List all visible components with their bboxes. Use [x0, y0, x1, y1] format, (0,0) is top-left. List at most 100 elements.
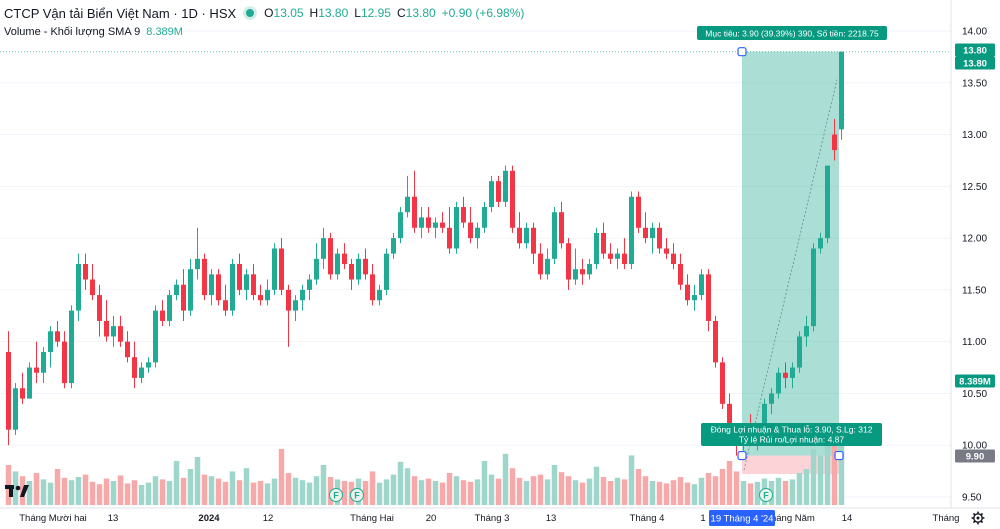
volume-badge-bg	[955, 374, 995, 388]
price-axis[interactable]: 14.00 13.50 13.00 12.50 12.00 11.50 11.00 10.50…	[950, 0, 1000, 510]
time-tick-label: 2024	[198, 513, 220, 524]
gear-center	[976, 516, 980, 520]
long-position-tool[interactable]	[0, 51, 951, 474]
candle-body	[230, 264, 235, 311]
candle-body	[174, 284, 179, 296]
candle-body	[475, 227, 480, 239]
volume-bar	[719, 469, 726, 505]
price-tick-label: 12.00	[962, 234, 987, 245]
gear-tooth	[980, 520, 984, 524]
volume-bar	[383, 479, 390, 505]
stop-label[interactable]: Đóng Lợi nhuận & Thua lỗ: 3.90, S.Lg: 31…	[701, 423, 882, 446]
event-marker-icon[interactable]: F	[329, 488, 343, 502]
volume-bar	[96, 484, 103, 505]
candle-body	[524, 227, 529, 244]
candle-body	[391, 238, 396, 254]
price-tick-label: 13.50	[962, 78, 987, 89]
crosshair-date-bg	[709, 510, 775, 526]
candle-body	[482, 207, 487, 228]
time-axis[interactable]: Tháng Mười hai 13 2024 12 Tháng Hai 20 Tháng 3…	[0, 507, 1000, 529]
target-label[interactable]: Mục tiêu: 3.90 (39.39%) 390, Số tiền: 22…	[697, 26, 887, 40]
volume-bar	[747, 483, 754, 505]
candle-body	[587, 264, 592, 275]
candle-body	[321, 238, 326, 259]
candle-body	[839, 51, 844, 130]
volume-bar	[33, 473, 40, 505]
candle-body	[279, 248, 284, 290]
candle-body	[118, 326, 123, 342]
volume-bar	[54, 469, 61, 505]
candle-body	[216, 274, 221, 301]
candle-body	[195, 258, 200, 270]
volume-bar	[285, 473, 292, 505]
event-marker-circle	[350, 488, 364, 502]
volume-bar	[257, 481, 264, 505]
market-status-icon[interactable]	[246, 9, 255, 17]
volume-bar	[229, 471, 236, 505]
profit-zone[interactable]	[742, 51, 839, 456]
close-price-badge-text: 13.80	[963, 59, 987, 70]
last-price-badge-bg	[955, 43, 995, 57]
candle-body	[104, 320, 109, 337]
volume-bar	[600, 477, 607, 505]
drag-handle[interactable]	[737, 47, 747, 57]
candle-body	[601, 232, 606, 254]
candle-body	[377, 289, 382, 301]
volume-bar	[817, 455, 824, 505]
candle-body	[797, 336, 802, 368]
price-tick-label: 14.00	[962, 27, 987, 38]
time-tick-label: 1	[700, 513, 705, 524]
candle-body	[356, 258, 361, 280]
candle-body	[111, 326, 116, 337]
event-marker-icon[interactable]: F	[350, 488, 364, 502]
position-overlays[interactable]: Mục tiêu: 3.90 (39.39%) 390, Số tiền: 22…	[329, 26, 888, 502]
volume-legend-label[interactable]: Volume - Khối lượng SMA 9	[4, 26, 141, 38]
loss-zone[interactable]	[742, 455, 839, 474]
symbol-title[interactable]: CTCP Vận tải Biển Việt Nam · 1D · HSX	[4, 5, 237, 21]
volume-bar	[775, 477, 782, 505]
candle-body	[594, 232, 599, 264]
candle-body	[13, 388, 18, 430]
candle-body	[160, 310, 165, 321]
settings-gear-icon[interactable]	[971, 511, 985, 525]
candle-body	[657, 227, 662, 249]
candle-body	[433, 222, 438, 228]
candle-body	[202, 258, 207, 296]
time-tick-label: Tháng Mười hai	[19, 513, 87, 524]
volume-bar	[579, 482, 586, 505]
candle-body	[139, 367, 144, 378]
volume-bar	[551, 465, 558, 505]
tradingview-logo-icon[interactable]	[4, 482, 30, 500]
volume-bar	[180, 477, 187, 505]
event-marker-icon[interactable]: F	[759, 488, 773, 502]
candle-body	[83, 264, 88, 280]
candle-body	[559, 212, 564, 244]
drag-handle[interactable]	[834, 450, 844, 461]
stop-label-line1: Đóng Lợi nhuận & Thua lỗ: 3.90, S.Lg: 31…	[711, 425, 873, 435]
volume-bar	[208, 476, 215, 505]
drag-handle[interactable]	[737, 450, 747, 461]
crosshair-date-text: 19 Tháng 4 '24	[711, 514, 774, 525]
candle-body	[34, 367, 39, 373]
volume-bar	[26, 481, 33, 505]
candle-body	[552, 212, 557, 259]
high-label: H	[309, 6, 319, 20]
volume-bar	[215, 478, 222, 505]
volume-bar	[509, 468, 516, 505]
price-tick-label: 11.00	[962, 337, 987, 348]
crosshair-date-badge: 19 Tháng 4 '24	[709, 510, 775, 526]
volume-bar	[824, 441, 831, 505]
volume-bar	[516, 477, 523, 505]
volume-bar	[733, 471, 740, 505]
volume-bar	[586, 478, 593, 505]
volume-bar	[432, 481, 439, 505]
open-value: 13.05	[273, 6, 304, 20]
candle-body	[671, 253, 676, 264]
position-trend-line	[743, 79, 838, 471]
volume-bar	[117, 475, 124, 505]
volume-bar	[103, 478, 110, 505]
candle-body	[510, 170, 515, 228]
candle-body	[251, 274, 256, 296]
